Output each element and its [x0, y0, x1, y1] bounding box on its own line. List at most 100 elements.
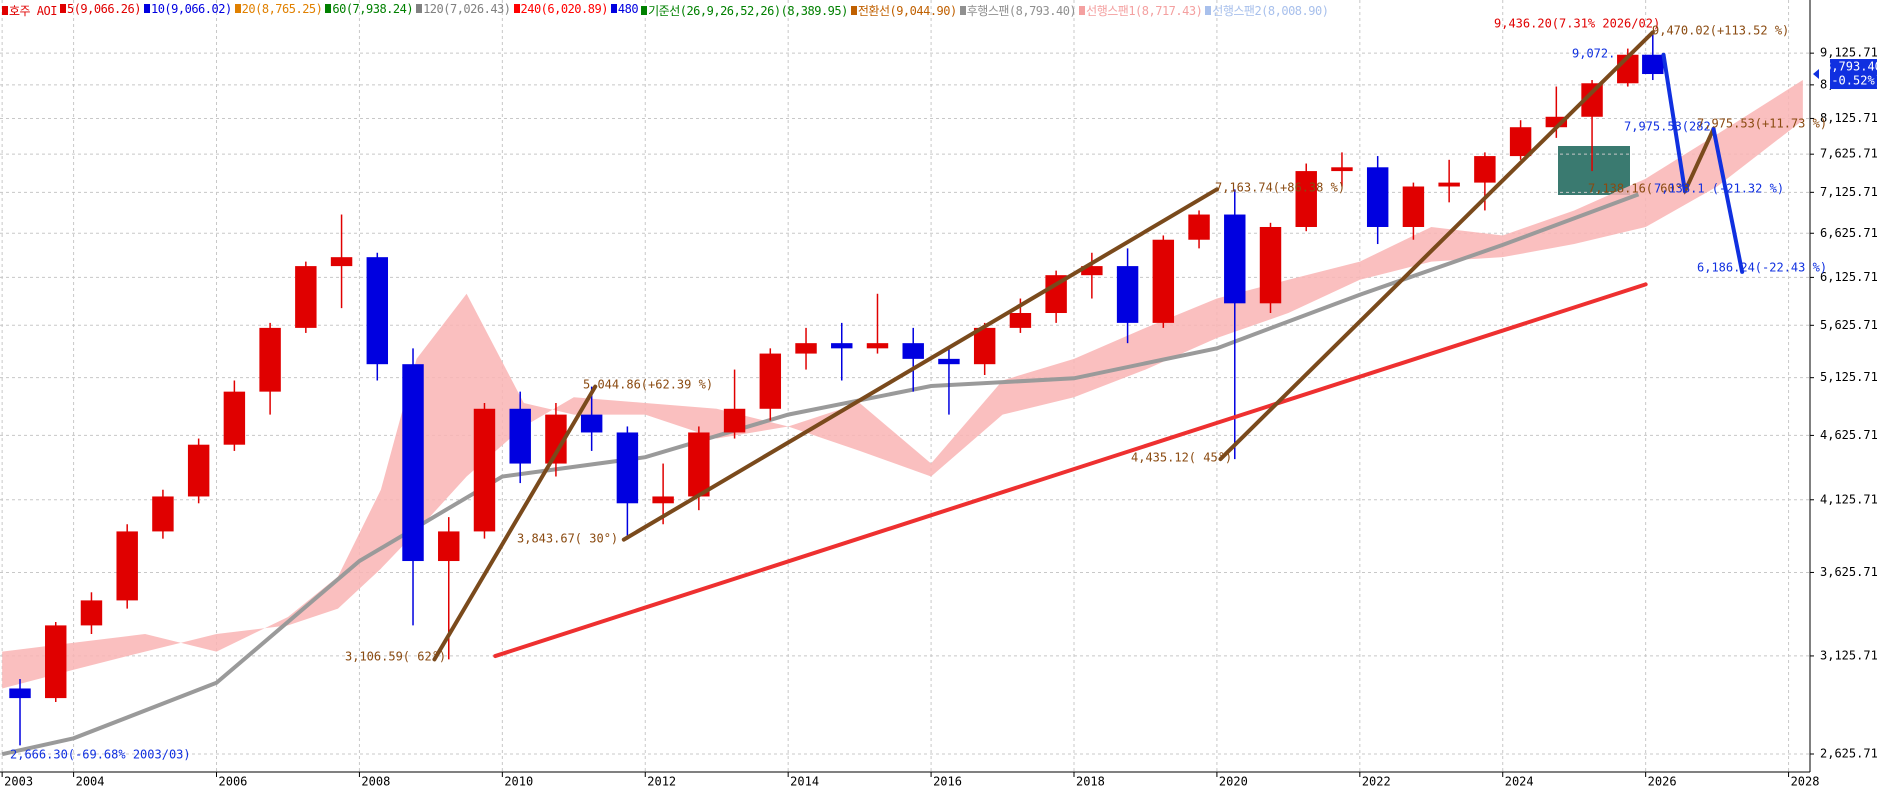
- x-tick-label: 2026: [1648, 775, 1677, 789]
- y-tick-label: 4,125.71: [1820, 492, 1877, 506]
- annotation: 3,106.59( 62°): [345, 650, 446, 664]
- legend-swatch: [143, 4, 150, 13]
- candle-body: [80, 600, 103, 626]
- legend-swatch: [513, 4, 520, 13]
- x-tick-label: 2016: [933, 775, 962, 789]
- price-arrow: [1813, 69, 1819, 80]
- candle-body: [973, 327, 996, 365]
- candle-body: [473, 408, 496, 532]
- legend-entry: 60(7,938.24): [325, 2, 414, 19]
- annotation: 9,470.02(+113.52 %): [1652, 24, 1789, 38]
- candle-body: [1438, 182, 1460, 187]
- x-tick-label: 2006: [219, 775, 248, 789]
- legend-swatch: [234, 4, 241, 13]
- candle-body: [545, 414, 567, 464]
- legend-entry: 선행스팬1(8,717.43): [1079, 2, 1203, 19]
- annotation: 5,044.86(+62.39 %): [583, 378, 713, 392]
- annotation: 7,138.16( 60°): [1588, 182, 1689, 196]
- legend-swatch: [1205, 6, 1212, 15]
- trendline: [1711, 126, 1745, 274]
- y-tick-label: 8,125.71: [1820, 111, 1877, 125]
- trendline: [1661, 52, 1687, 194]
- candle-body: [152, 496, 174, 532]
- candle-body: [652, 496, 674, 504]
- highlight-box: [1558, 146, 1630, 195]
- price-box: [1830, 59, 1877, 90]
- annotation: 4,435.12( 45°): [1131, 451, 1232, 465]
- x-tick-label: 2024: [1505, 775, 1534, 789]
- y-tick-label: 6,125.71: [1820, 270, 1877, 284]
- legend-label: 240(6,020.89): [520, 2, 609, 16]
- legend-label: 480: [617, 2, 639, 16]
- candle-body: [616, 432, 639, 504]
- candle-body: [116, 531, 138, 601]
- legend-swatch: [850, 6, 857, 15]
- trendline: [621, 187, 1219, 542]
- legend-label: 10(9,066.02): [150, 2, 232, 16]
- annotation: 7,138.1 (-21.32 %): [1654, 182, 1784, 196]
- annotation: 9,072.: [1572, 47, 1615, 61]
- legend-swatch: [325, 4, 332, 13]
- candle-body: [1259, 226, 1282, 304]
- current-price: 8,793.40: [1824, 60, 1877, 74]
- candle-body: [1081, 266, 1103, 276]
- y-tick-label: 4,625.71: [1820, 428, 1877, 442]
- candle-body: [795, 343, 817, 354]
- trendline: [1218, 30, 1655, 462]
- candle-body: [1295, 171, 1317, 227]
- annotation: 2,666.30(-69.68% 2003/03): [10, 748, 191, 762]
- legend-swatch: [641, 6, 648, 15]
- legend-entry: 10(9,066.02): [143, 2, 232, 19]
- annotation: 7,975.53(+11.73 %): [1697, 117, 1827, 131]
- x-tick-label: 2022: [1362, 775, 1391, 789]
- candle-body: [831, 343, 853, 349]
- legend-swatch: [59, 4, 66, 13]
- y-tick-label: 5,625.71: [1820, 318, 1877, 332]
- candle-body: [402, 364, 424, 562]
- legend-label: 선행스팬2(8,008.90): [1212, 4, 1329, 18]
- legend-label: 전환선(9,044.90): [857, 4, 957, 18]
- candle-body: [688, 432, 710, 497]
- candle-body: [295, 266, 317, 328]
- legend-entry: 선행스팬2(8,008.90): [1205, 2, 1329, 19]
- candle-body: [938, 358, 960, 365]
- candle-body: [1331, 167, 1353, 172]
- legend-label: 후행스팬(8,793.40): [966, 4, 1077, 18]
- y-tick-label: 7,125.71: [1820, 185, 1877, 199]
- candle-body: [1545, 116, 1568, 128]
- legend-label: 호주 AOI: [9, 4, 57, 18]
- legend-label: 선행스팬1(8,717.43): [1086, 4, 1203, 18]
- y-tick-label: 3,625.71: [1820, 565, 1877, 579]
- candle-body: [723, 408, 746, 433]
- y-tick-label: 6,625.71: [1820, 226, 1877, 240]
- x-tick-label: 2004: [76, 775, 105, 789]
- candle-body: [1366, 167, 1389, 227]
- legend-swatch: [1079, 6, 1086, 15]
- x-tick-label: 2028: [1791, 775, 1820, 789]
- annotation: 3,843.67( 30°): [517, 532, 618, 546]
- candle-body: [1474, 156, 1496, 183]
- x-tick-label: 2018: [1076, 775, 1105, 789]
- legend-entry: 전환선(9,044.90): [850, 2, 957, 19]
- annotation: 7,163.74(+86.38 %): [1215, 181, 1345, 195]
- legend-label: 5(9,066.26): [66, 2, 141, 16]
- annotation: 7,975.53(282: [1624, 120, 1711, 134]
- candle-body: [1152, 239, 1175, 323]
- x-tick-label: 2020: [1219, 775, 1248, 789]
- candle-body: [9, 688, 31, 699]
- candle-body: [1009, 313, 1032, 328]
- x-tick-label: 2010: [504, 775, 533, 789]
- y-tick-label: 3,125.71: [1820, 648, 1877, 662]
- candle-body: [438, 531, 460, 562]
- annotation: 6,186.24(-22.43 %): [1697, 261, 1827, 275]
- y-tick-label: 2,625.71: [1820, 746, 1877, 760]
- candle-body: [1402, 186, 1425, 227]
- x-tick-label: 2008: [361, 775, 390, 789]
- candle-body: [1642, 54, 1664, 75]
- candle-body: [187, 444, 210, 497]
- candle-body: [1188, 214, 1210, 240]
- candle-body: [45, 625, 67, 699]
- legend-entry: 120(7,026.43): [416, 2, 511, 19]
- legend-entry: 20(8,765.25): [234, 2, 323, 19]
